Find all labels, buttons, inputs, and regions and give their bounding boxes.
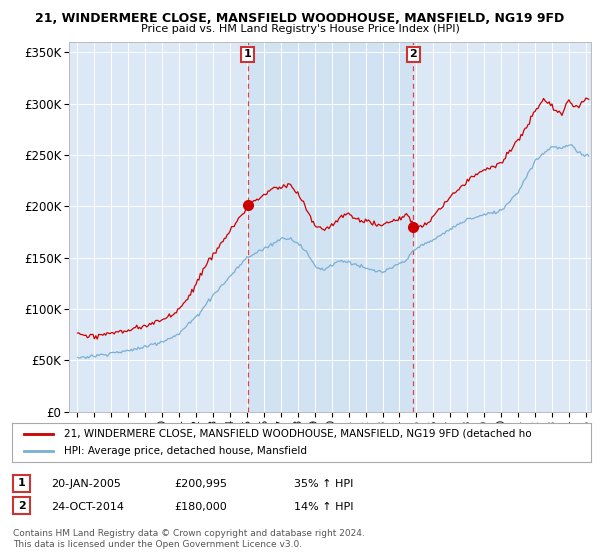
- Text: 2: 2: [18, 501, 25, 511]
- Text: Price paid vs. HM Land Registry's House Price Index (HPI): Price paid vs. HM Land Registry's House …: [140, 24, 460, 34]
- Text: 21, WINDERMERE CLOSE, MANSFIELD WOODHOUSE, MANSFIELD, NG19 9FD: 21, WINDERMERE CLOSE, MANSFIELD WOODHOUS…: [35, 12, 565, 25]
- Text: 2: 2: [409, 49, 417, 59]
- Text: 1: 1: [244, 49, 251, 59]
- Text: £180,000: £180,000: [174, 502, 227, 512]
- Text: 14% ↑ HPI: 14% ↑ HPI: [294, 502, 353, 512]
- Text: HPI: Average price, detached house, Mansfield: HPI: Average price, detached house, Mans…: [64, 446, 307, 456]
- Text: Contains HM Land Registry data © Crown copyright and database right 2024.
This d: Contains HM Land Registry data © Crown c…: [13, 529, 365, 549]
- Bar: [248, 42, 413, 412]
- Text: 24-OCT-2014: 24-OCT-2014: [51, 502, 124, 512]
- Text: 20-JAN-2005: 20-JAN-2005: [51, 479, 121, 489]
- Text: £200,995: £200,995: [174, 479, 227, 489]
- Text: 35% ↑ HPI: 35% ↑ HPI: [294, 479, 353, 489]
- Text: 1: 1: [18, 478, 25, 488]
- Text: 21, WINDERMERE CLOSE, MANSFIELD WOODHOUSE, MANSFIELD, NG19 9FD (detached ho: 21, WINDERMERE CLOSE, MANSFIELD WOODHOUS…: [64, 429, 532, 439]
